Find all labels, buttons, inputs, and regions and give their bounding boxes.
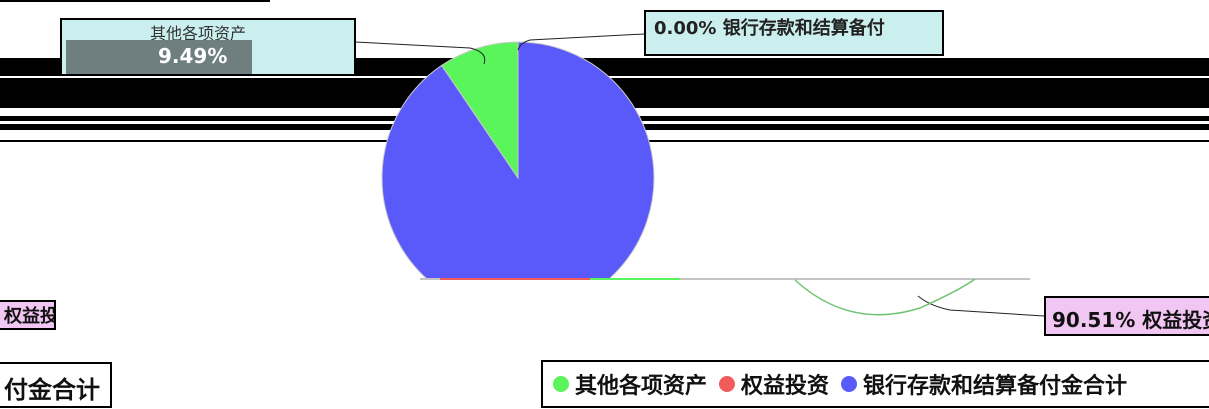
label-left-mid: 权益投资 <box>0 300 56 330</box>
legend-marker-red <box>719 376 736 392</box>
pie-slices <box>381 41 655 315</box>
label-top-left-inner <box>66 40 252 74</box>
curve-artifact <box>794 278 976 316</box>
legend-item: 权益投资 <box>719 368 829 400</box>
label-bottom-left: 付金合计 <box>0 362 112 408</box>
leader-line-bottom-right <box>917 295 1045 317</box>
legend-item: 其他各项资产 <box>553 368 707 400</box>
label-top-right: 0.00% 银行存款和结算备付 <box>644 10 944 56</box>
label-bottom-right: 90.51% 权益投资 <box>1044 296 1209 336</box>
legend-label: 权益投资 <box>741 374 830 399</box>
legend-marker-blue <box>841 376 858 392</box>
legend-marker-green <box>553 376 569 392</box>
pie-slice <box>381 41 655 315</box>
legend-item: 银行存款和结算备付金合计 <box>841 368 1127 400</box>
pie-slice <box>440 41 519 180</box>
legend-label: 其他各项资产 <box>575 374 708 399</box>
label-top-left-line1: 其他各项资产 <box>150 24 247 43</box>
label-top-left-line2: 9.49% <box>158 44 228 68</box>
leader-line-top-left <box>354 41 486 65</box>
artifact-bar <box>0 0 270 2</box>
chart-legend: 其他各项资产 权益投资 银行存款和结算备付金合计 <box>541 360 1209 408</box>
legend-label: 银行存款和结算备付金合计 <box>863 374 1128 399</box>
leader-line-top-right <box>517 33 645 51</box>
